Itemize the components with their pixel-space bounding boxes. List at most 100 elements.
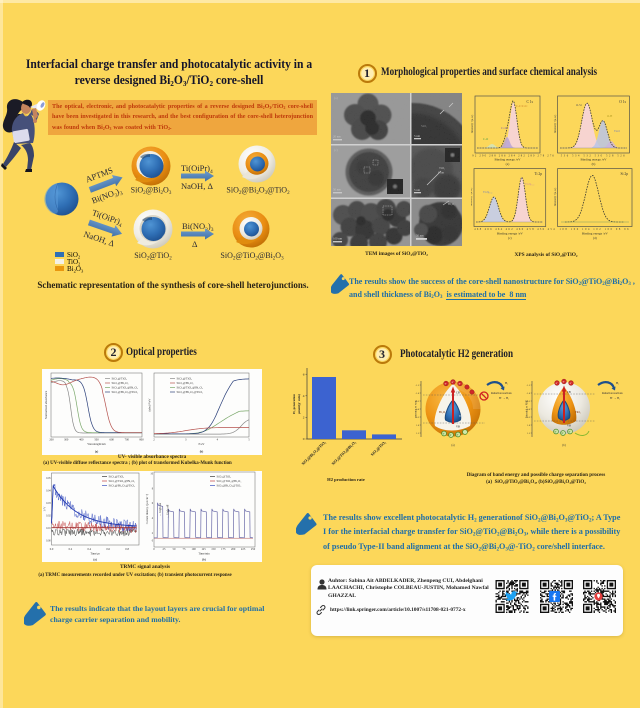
- svg-text:294 292 290 288 286 284 282 28: 294 292 290 288 286 284 282 280 278 276: [471, 154, 555, 157]
- svg-text:← Light off: ← Light off: [167, 504, 170, 518]
- svg-text:Intensity /(a.u.): Intensity /(a.u.): [471, 115, 474, 133]
- svg-text:H₂ generation: H₂ generation: [292, 394, 296, 414]
- svg-text:(a): (a): [451, 443, 454, 447]
- svg-text:SiO₂@Bi₂O₃@TiO₂: SiO₂@Bi₂O₃@TiO₂: [112, 390, 139, 394]
- svg-text:(a): (a): [506, 162, 510, 166]
- svg-text:Time/μs: Time/μs: [90, 552, 100, 556]
- svg-text:0.4: 0.4: [87, 547, 91, 551]
- svg-text:h⁺: h⁺: [457, 433, 460, 437]
- svg-text:Potential vs NHE: Potential vs NHE: [526, 400, 529, 419]
- svg-text:2: 2: [303, 416, 305, 420]
- svg-text:1.0: 1.0: [416, 425, 420, 427]
- svg-text:(a): (a): [95, 450, 98, 454]
- svg-text:0.5: 0.5: [527, 417, 531, 419]
- svg-text:O-Si: O-Si: [576, 103, 582, 107]
- svg-text:200: 200: [49, 438, 54, 442]
- svg-text:Binding energy /eV: Binding energy /eV: [497, 232, 524, 236]
- svg-text:4: 4: [152, 517, 154, 520]
- svg-text:e⁻: e⁻: [556, 382, 559, 385]
- svg-text:H⁺ → H₂: H⁺ → H₂: [610, 396, 620, 400]
- svg-text:0.0: 0.0: [50, 547, 54, 551]
- svg-text:Binding energy /eV: Binding energy /eV: [582, 232, 609, 236]
- svg-text:0.02: 0.02: [46, 515, 51, 518]
- svg-text:H₂: H₂: [505, 381, 508, 385]
- svg-text:O 1s: O 1s: [619, 100, 626, 104]
- svg-text:-1.0: -1.0: [415, 393, 419, 395]
- svg-text:SiO2@TiO2@Bi2O3: SiO2@TiO2@Bi2O3: [220, 251, 284, 262]
- svg-text:1.0: 1.0: [527, 425, 531, 427]
- svg-text:600: 600: [110, 438, 115, 442]
- svg-text:Binding energy /eV: Binding energy /eV: [495, 158, 522, 162]
- svg-text:E/eV: E/eV: [199, 442, 206, 446]
- svg-text:(b): (b): [200, 450, 204, 454]
- svg-text:2: 2: [152, 532, 154, 535]
- svg-text:150: 150: [211, 547, 216, 551]
- svg-text:h⁺: h⁺: [443, 432, 446, 436]
- svg-text:C-O: C-O: [483, 137, 489, 141]
- svg-text:e⁻: e⁻: [563, 381, 566, 384]
- svg-text:VB: VB: [567, 425, 571, 428]
- svg-text:0.05: 0.05: [46, 477, 51, 480]
- svg-text:6: 6: [303, 372, 305, 376]
- svg-text:(b): (b): [592, 162, 596, 166]
- svg-text:Current density /(μA cm⁻²): Current density /(μA cm⁻²): [146, 494, 149, 525]
- svg-text:6: 6: [152, 502, 154, 505]
- svg-text:O-H: O-H: [607, 114, 613, 118]
- svg-text:100: 100: [191, 547, 196, 551]
- svg-text:200: 200: [231, 547, 236, 551]
- svg-text:-1.0: -1.0: [526, 393, 530, 395]
- svg-text:C 1s: C 1s: [527, 100, 534, 104]
- svg-text:0.04: 0.04: [46, 490, 51, 493]
- svg-text:400: 400: [79, 438, 84, 442]
- svg-text:SiO2: SiO2: [67, 251, 80, 259]
- svg-text:225: 225: [241, 547, 246, 551]
- svg-text:SiO₂@TiO₂: SiO₂@TiO₂: [177, 377, 193, 381]
- svg-text:-1.5: -1.5: [526, 385, 530, 387]
- svg-text:470 468 466 464 462 460 458 45: 470 468 466 464 462 460 458 456 454: [471, 228, 556, 231]
- svg-text:SiO₂@Bi₂O₃: SiO₂@Bi₂O₃: [112, 381, 129, 385]
- svg-text:SiO2@TiO2: SiO2@TiO2: [134, 251, 172, 262]
- svg-text:Si 2p: Si 2p: [621, 172, 629, 176]
- svg-text:Reduction reactions: Reduction reactions: [491, 392, 512, 395]
- svg-text:SiO₂@TiO₂@Bi₂O₃: SiO₂@TiO₂@Bi₂O₃: [112, 386, 139, 390]
- svg-text:SiO2@Bi2O3@TiO2: SiO2@Bi2O3@TiO2: [226, 186, 290, 197]
- svg-text:SiO₂@TiO₂: SiO₂@TiO₂: [369, 439, 387, 457]
- svg-text:H₂: H₂: [616, 381, 619, 385]
- svg-text:C-C/C=C: C-C/C=C: [516, 104, 528, 108]
- svg-text:SiO₂@TiO₂@Bi₂O₃: SiO₂@TiO₂@Bi₂O₃: [177, 386, 204, 390]
- svg-text:Δ: Δ: [192, 239, 198, 249]
- svg-text:SiO₂@TiO₂@Bi₂O₃: SiO₂@TiO₂@Bi₂O₃: [330, 439, 357, 466]
- svg-text:4: 4: [217, 438, 219, 442]
- svg-text:I /V: I /V: [43, 506, 47, 512]
- svg-text:VB: VB: [456, 426, 460, 429]
- svg-text:SiO₂@TiO₂: SiO₂@TiO₂: [217, 475, 232, 479]
- svg-text:300: 300: [64, 438, 69, 442]
- svg-text:0: 0: [152, 540, 154, 543]
- svg-text:SiO₂@TiO₂@Bi₂O₃: SiO₂@TiO₂@Bi₂O₃: [217, 479, 242, 483]
- svg-text:Time/min: Time/min: [198, 552, 210, 556]
- svg-text:3: 3: [185, 438, 187, 442]
- svg-text:(b): (b): [562, 443, 566, 447]
- svg-text:(d): (d): [593, 236, 597, 240]
- svg-text:125: 125: [201, 547, 206, 551]
- svg-text:536 534 532 530 528 526: 536 534 532 530 528 526: [561, 154, 626, 157]
- svg-text:Binding energy /eV: Binding energy /eV: [581, 158, 608, 162]
- svg-text:Bi2O3: Bi2O3: [67, 265, 84, 273]
- svg-text:Reduction reactions: Reduction reactions: [602, 392, 623, 395]
- svg-text:CB: CB: [567, 391, 571, 394]
- svg-text:175: 175: [221, 547, 226, 551]
- svg-text:2: 2: [153, 438, 155, 442]
- svg-text:Ti 2p₁₀₂: Ti 2p₁₀₂: [483, 190, 492, 194]
- svg-text:-0.5: -0.5: [415, 401, 419, 403]
- svg-text:e⁻: e⁻: [452, 381, 455, 384]
- svg-text:800: 800: [139, 438, 144, 442]
- svg-text:-0.5: -0.5: [526, 401, 530, 403]
- svg-text:0.0: 0.0: [527, 409, 531, 411]
- svg-text:SiO2@Bi2O3: SiO2@Bi2O3: [131, 186, 172, 197]
- svg-text:700: 700: [125, 438, 130, 442]
- svg-text:SiO₂@TiO₂: SiO₂@TiO₂: [112, 377, 128, 381]
- svg-text:1.5: 1.5: [416, 433, 420, 435]
- svg-text:TiO₂: TiO₂: [575, 410, 581, 414]
- svg-text:SiO₂@Bi₂O₃@TiO₂: SiO₂@Bi₂O₃@TiO₂: [300, 439, 327, 466]
- svg-text:h⁺: h⁺: [555, 430, 558, 434]
